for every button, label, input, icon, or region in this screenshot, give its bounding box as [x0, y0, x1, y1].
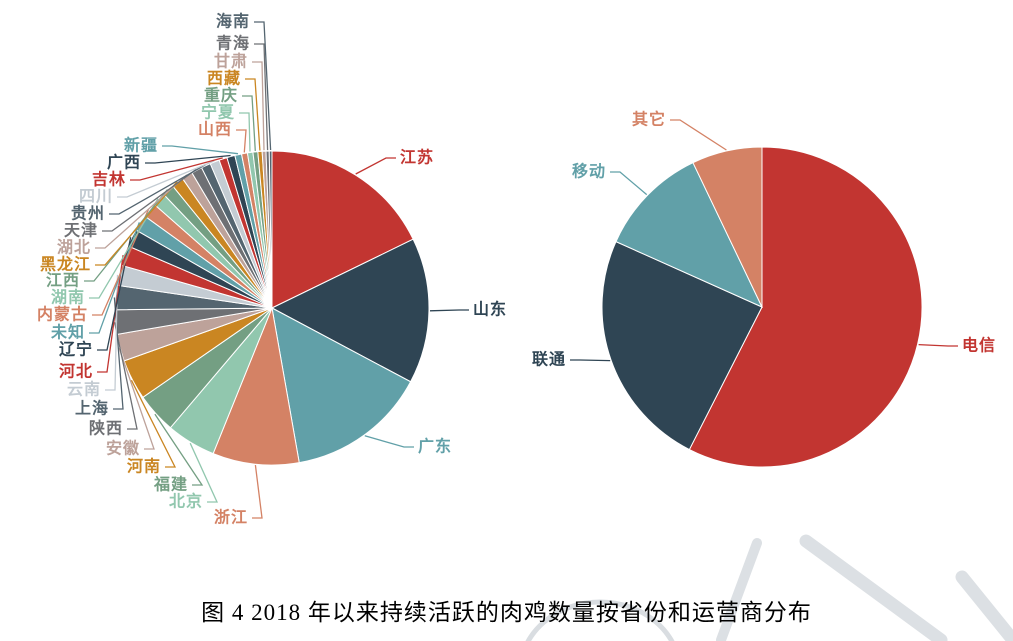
pie-slice-bots-by-operator-3 [692, 146, 763, 308]
slice-label-bots-by-province-16: 江西 [46, 272, 80, 290]
slice-label-bots-by-province-0: 江苏 [400, 148, 434, 167]
slice-label-bots-by-province-10: 云南 [67, 380, 101, 399]
slice-label-bots-by-province-31: 海南 [216, 12, 250, 31]
label-leader-line-bots-by-province-15 [89, 198, 159, 299]
label-leader-line-bots-by-province-2 [364, 435, 414, 448]
slice-label-bots-by-province-21: 四川 [79, 189, 113, 206]
pie-slice-bots-by-province-2 [271, 307, 412, 464]
label-leader-line-bots-by-province-27 [242, 95, 256, 151]
label-leader-line-bots-by-province-23 [145, 154, 231, 164]
label-leader-line-bots-by-province-30 [254, 43, 269, 151]
label-leader-line-bots-by-province-0 [355, 157, 396, 175]
slice-label-bots-by-province-18: 湖北 [57, 239, 91, 257]
slice-label-bots-by-province-23: 广西 [107, 153, 141, 172]
slice-label-bots-by-operator-3: 其它 [632, 110, 666, 129]
label-leader-line-bots-by-province-24 [162, 145, 239, 155]
slice-label-bots-by-province-11: 河北 [59, 362, 93, 381]
slice-label-bots-by-province-22: 吉林 [92, 170, 126, 189]
label-leader-line-bots-by-province-4 [189, 442, 219, 503]
label-leader-line-bots-by-province-28 [245, 78, 261, 151]
label-leader-line-bots-by-province-19 [102, 168, 197, 232]
slice-label-bots-by-province-27: 重庆 [204, 86, 238, 105]
slice-label-bots-by-province-2: 广东 [418, 437, 452, 456]
pie-slice-bots-by-operator-2 [615, 161, 764, 309]
slice-label-bots-by-province-29: 甘肃 [214, 53, 248, 71]
slice-label-bots-by-province-17: 黑龙江 [40, 255, 91, 274]
label-leader-line-bots-by-operator-0 [918, 343, 958, 347]
label-leader-line-bots-by-province-1 [429, 309, 469, 312]
slice-label-bots-by-province-6: 河南 [127, 457, 161, 476]
slice-label-bots-by-province-7: 安徽 [106, 439, 140, 458]
slice-label-bots-by-province-26: 宁夏 [201, 103, 235, 122]
label-leader-line-bots-by-operator-2 [610, 171, 648, 196]
label-leader-line-bots-by-province-16 [84, 189, 169, 282]
slice-label-bots-by-operator-0: 电信 [962, 336, 996, 355]
label-leader-line-bots-by-province-10 [105, 274, 119, 391]
label-leader-line-bots-by-province-6 [130, 379, 177, 468]
slice-label-bots-by-province-14: 内蒙古 [37, 305, 88, 324]
slice-label-bots-by-province-4: 北京 [169, 492, 203, 511]
label-leader-line-bots-by-province-3 [252, 465, 263, 519]
slice-label-bots-by-province-1: 山东 [473, 300, 507, 319]
slice-label-bots-by-province-15: 湖南 [51, 288, 85, 307]
label-leader-line-bots-by-province-12 [97, 237, 132, 351]
pie-slice-bots-by-province-1 [270, 238, 430, 383]
slice-label-bots-by-province-9: 上海 [75, 399, 109, 418]
pie-slice-bots-by-province-0 [271, 150, 414, 309]
label-leader-line-bots-by-province-29 [252, 61, 265, 151]
label-leader-line-bots-by-province-20 [109, 164, 206, 215]
slice-label-bots-by-province-30: 青海 [216, 34, 250, 53]
label-leader-line-bots-by-province-31 [254, 21, 272, 151]
label-leader-line-bots-by-province-18 [95, 174, 188, 249]
label-leader-line-bots-by-province-9 [113, 297, 124, 410]
pie-slice-bots-by-operator-1 [601, 240, 763, 451]
slice-label-bots-by-province-13: 未知 [50, 323, 85, 342]
slice-label-bots-by-province-24: 新疆 [124, 136, 158, 155]
slice-label-bots-by-province-19: 天津 [64, 222, 98, 240]
label-leader-line-bots-by-province-5 [154, 413, 204, 486]
label-leader-line-bots-by-operator-3 [670, 119, 727, 151]
slice-label-bots-by-province-20: 贵州 [71, 204, 105, 223]
pie-slice-bots-by-province-3 [212, 306, 300, 466]
slice-label-bots-by-operator-1: 联通 [532, 351, 566, 369]
slice-label-bots-by-province-12: 辽宁 [59, 340, 93, 359]
label-leader-line-bots-by-province-8 [113, 322, 138, 430]
slice-label-bots-by-province-5: 福建 [153, 475, 188, 494]
slice-label-bots-by-operator-2: 移动 [572, 162, 606, 181]
label-leader-line-bots-by-province-7 [118, 347, 155, 450]
label-leader-line-bots-by-province-14 [92, 209, 150, 316]
label-leader-line-bots-by-province-26 [239, 112, 251, 152]
label-leader-line-bots-by-province-25 [236, 129, 247, 153]
slice-label-bots-by-province-25: 山西 [198, 121, 232, 139]
label-leader-line-bots-by-province-11 [97, 255, 124, 373]
slice-label-bots-by-province-8: 陕西 [89, 419, 123, 438]
slice-label-bots-by-province-28: 西藏 [207, 69, 241, 88]
label-leader-line-bots-by-operator-1 [570, 359, 611, 362]
pie-slice-bots-by-operator-0 [688, 146, 923, 468]
figure-caption: 图 4 2018 年以来持续活跃的肉鸡数量按省份和运营商分布 [201, 600, 812, 625]
slice-label-bots-by-province-3: 浙江 [214, 508, 248, 527]
pie-slice-bots-by-province-31 [268, 150, 273, 309]
label-leader-line-bots-by-province-21 [117, 160, 215, 198]
label-leader-line-bots-by-province-22 [130, 157, 223, 181]
label-leader-line-bots-by-province-17 [95, 181, 178, 266]
